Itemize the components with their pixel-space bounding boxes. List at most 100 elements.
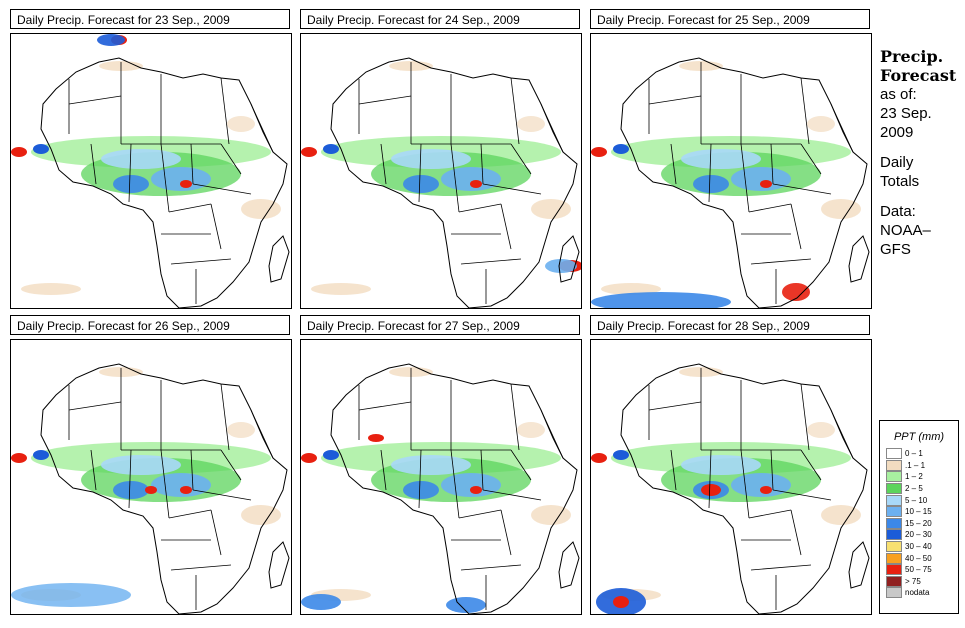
rain-area: [391, 455, 471, 475]
country-border: [90, 449, 97, 491]
rain-area: [681, 455, 761, 475]
legend-item: 1 – 2: [880, 471, 958, 483]
heading-precip: Precip.: [880, 47, 944, 66]
country-border: [460, 564, 522, 571]
country-border: [830, 103, 854, 153]
country-border: [790, 203, 802, 250]
rain-area: [301, 594, 341, 610]
country-border: [748, 509, 792, 519]
country-border: [510, 77, 520, 145]
country-border: [830, 409, 854, 459]
country-border: [800, 449, 822, 481]
legend-label: 5 – 10: [905, 495, 928, 505]
country-border: [750, 258, 812, 265]
rain-area: [545, 259, 577, 273]
rain-area: [403, 175, 439, 193]
legend-item: 30 – 40: [880, 541, 958, 553]
rain-area: [113, 175, 149, 193]
country-border: [800, 77, 810, 145]
rain-area: [368, 434, 384, 442]
country-border: [250, 103, 274, 153]
rain-area: [11, 147, 27, 157]
africa-map-svg: [591, 57, 870, 308]
legend-swatch: [886, 564, 902, 576]
as-of-label: as of:: [880, 86, 917, 103]
country-border: [192, 183, 252, 195]
country-border: [380, 449, 387, 491]
panel-title: Daily Precip. Forecast for 26 Sep., 2009: [10, 315, 290, 335]
rain-area: [151, 167, 211, 191]
country-border: [648, 401, 702, 411]
country-border: [170, 258, 232, 265]
rain-area: [517, 116, 545, 132]
rain-area: [441, 473, 501, 497]
coastline: [40, 57, 288, 308]
boundaries-layer: [620, 57, 870, 308]
rain-area: [391, 149, 471, 169]
legend-label: 50 – 75: [905, 565, 932, 575]
legend-swatch: [886, 506, 902, 518]
totals-line-2: Totals: [880, 173, 920, 190]
rain-area: [613, 596, 629, 608]
country-border: [358, 401, 412, 411]
legend-label: .1 – 1: [905, 460, 926, 470]
legend-label: 30 – 40: [905, 542, 932, 552]
rain-layer: [301, 367, 571, 613]
legend-item: 10 – 15: [880, 506, 958, 518]
country-border: [250, 409, 274, 459]
rain-area: [97, 34, 125, 46]
panel-title: Daily Precip. Forecast for 27 Sep., 2009: [300, 315, 580, 335]
country-border: [190, 449, 194, 491]
legend-swatch: [886, 587, 902, 599]
country-border: [210, 203, 222, 250]
rain-layer: [591, 61, 861, 308]
rain-area: [241, 505, 281, 525]
country-border: [358, 95, 412, 105]
rain-area: [101, 455, 181, 475]
legend-swatch: [886, 517, 902, 529]
country-border: [220, 383, 230, 451]
legend-swatch: [886, 541, 902, 553]
boundaries-layer: [330, 57, 580, 308]
coastline: [40, 363, 288, 614]
country-border: [708, 143, 712, 203]
legend-swatch: [886, 459, 902, 471]
data-source-1: NOAA–: [880, 222, 931, 239]
legend-swatch: [886, 529, 902, 541]
country-border: [190, 143, 194, 185]
country-border: [510, 383, 520, 451]
rain-area: [470, 180, 482, 188]
country-border: [740, 449, 750, 519]
country-border: [740, 143, 750, 213]
legend-swatch: [886, 448, 902, 460]
country-border: [800, 143, 822, 175]
legend-label: nodata: [905, 588, 930, 598]
as-of-date: 23 Sep.: [880, 105, 932, 122]
country-border: [68, 401, 122, 411]
country-border: [800, 383, 810, 451]
as-of-year: 2009: [880, 124, 914, 141]
coastline: [330, 363, 578, 614]
rain-area: [591, 147, 607, 157]
rain-area: [301, 453, 317, 463]
legend-item: .1 – 1: [880, 459, 958, 472]
country-border: [482, 183, 542, 195]
country-border: [192, 489, 252, 501]
country-border: [648, 95, 702, 105]
rain-area: [517, 422, 545, 438]
rain-area: [693, 175, 729, 193]
legend-label: 0 – 1: [905, 449, 923, 459]
rain-area: [241, 199, 281, 219]
legend-label: 20 – 30: [905, 530, 932, 540]
madagascar: [558, 235, 580, 283]
country-border: [750, 564, 812, 571]
legend-swatch: [886, 575, 902, 587]
country-border: [128, 143, 132, 203]
africa-map-svg: [591, 363, 870, 614]
country-border: [790, 509, 802, 556]
country-border: [220, 77, 230, 145]
rain-area: [323, 144, 339, 154]
totals-line-1: Daily: [880, 154, 914, 171]
legend-item: 20 – 30: [880, 529, 958, 541]
legend-item: 40 – 50: [880, 552, 958, 564]
